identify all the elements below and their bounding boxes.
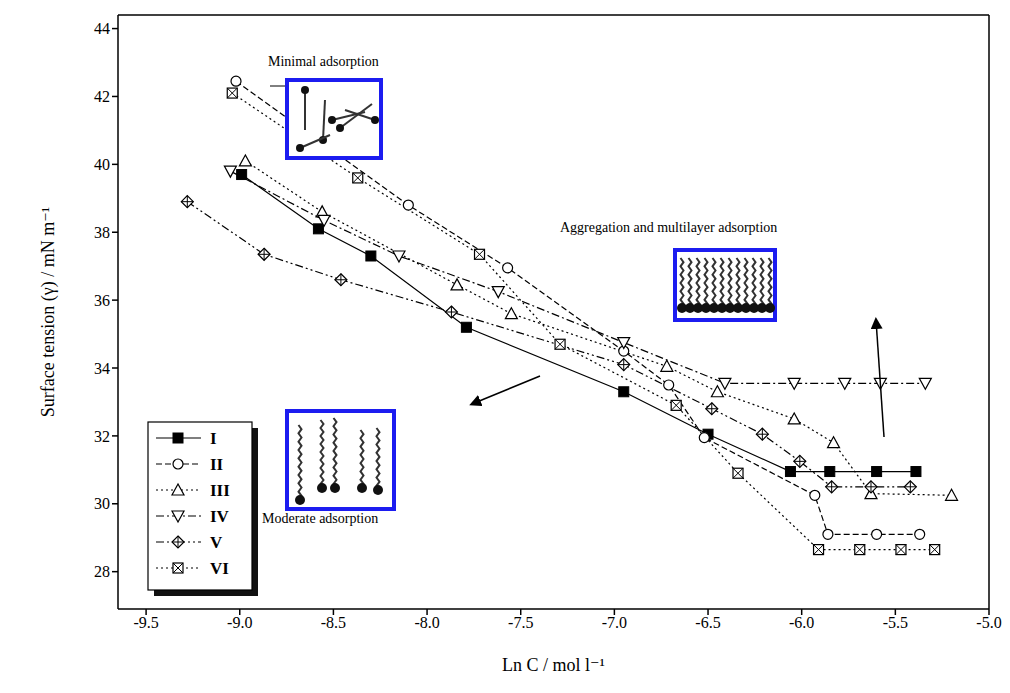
svg-text:44: 44 [94, 20, 110, 37]
svg-text:-5.5: -5.5 [883, 614, 908, 631]
svg-text:40: 40 [94, 156, 110, 173]
svg-text:-7.5: -7.5 [508, 614, 533, 631]
svg-text:-9.5: -9.5 [133, 614, 158, 631]
svg-text:-6.5: -6.5 [695, 614, 720, 631]
svg-text:-8.5: -8.5 [321, 614, 346, 631]
svg-text:-8.0: -8.0 [414, 614, 439, 631]
svg-text:34: 34 [94, 360, 110, 377]
svg-text:Minimal adsorption: Minimal adsorption [268, 54, 379, 69]
svg-text:42: 42 [94, 88, 110, 105]
svg-text:-9.0: -9.0 [227, 614, 252, 631]
svg-text:-6.0: -6.0 [789, 614, 814, 631]
svg-text:Ln C / mol l⁻¹: Ln C / mol l⁻¹ [502, 655, 605, 675]
svg-text:Moderate adsorption: Moderate adsorption [262, 511, 378, 526]
svg-text:III: III [210, 481, 230, 500]
svg-text:Surface tension (γ) / mN m⁻¹: Surface tension (γ) / mN m⁻¹ [38, 207, 59, 417]
svg-text:I: I [210, 429, 217, 448]
svg-text:-7.0: -7.0 [602, 614, 627, 631]
svg-text:-5.0: -5.0 [976, 614, 1001, 631]
svg-text:V: V [210, 533, 223, 552]
svg-text:30: 30 [94, 495, 110, 512]
svg-text:28: 28 [94, 563, 110, 580]
svg-text:II: II [210, 455, 224, 474]
svg-text:32: 32 [94, 428, 110, 445]
svg-text:Aggregation and multilayer ads: Aggregation and multilayer adsorption [560, 220, 777, 235]
svg-text:VI: VI [210, 559, 229, 578]
svg-text:36: 36 [94, 292, 110, 309]
svg-text:38: 38 [94, 224, 110, 241]
svg-text:IV: IV [210, 507, 230, 526]
